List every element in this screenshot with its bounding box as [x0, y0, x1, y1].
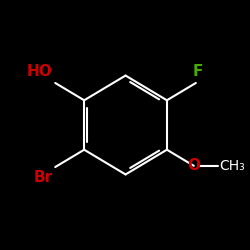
Text: HO: HO	[27, 64, 53, 79]
Text: CH₃: CH₃	[219, 159, 244, 173]
Text: O: O	[187, 158, 200, 173]
Text: Br: Br	[34, 170, 53, 184]
Text: F: F	[193, 64, 203, 79]
